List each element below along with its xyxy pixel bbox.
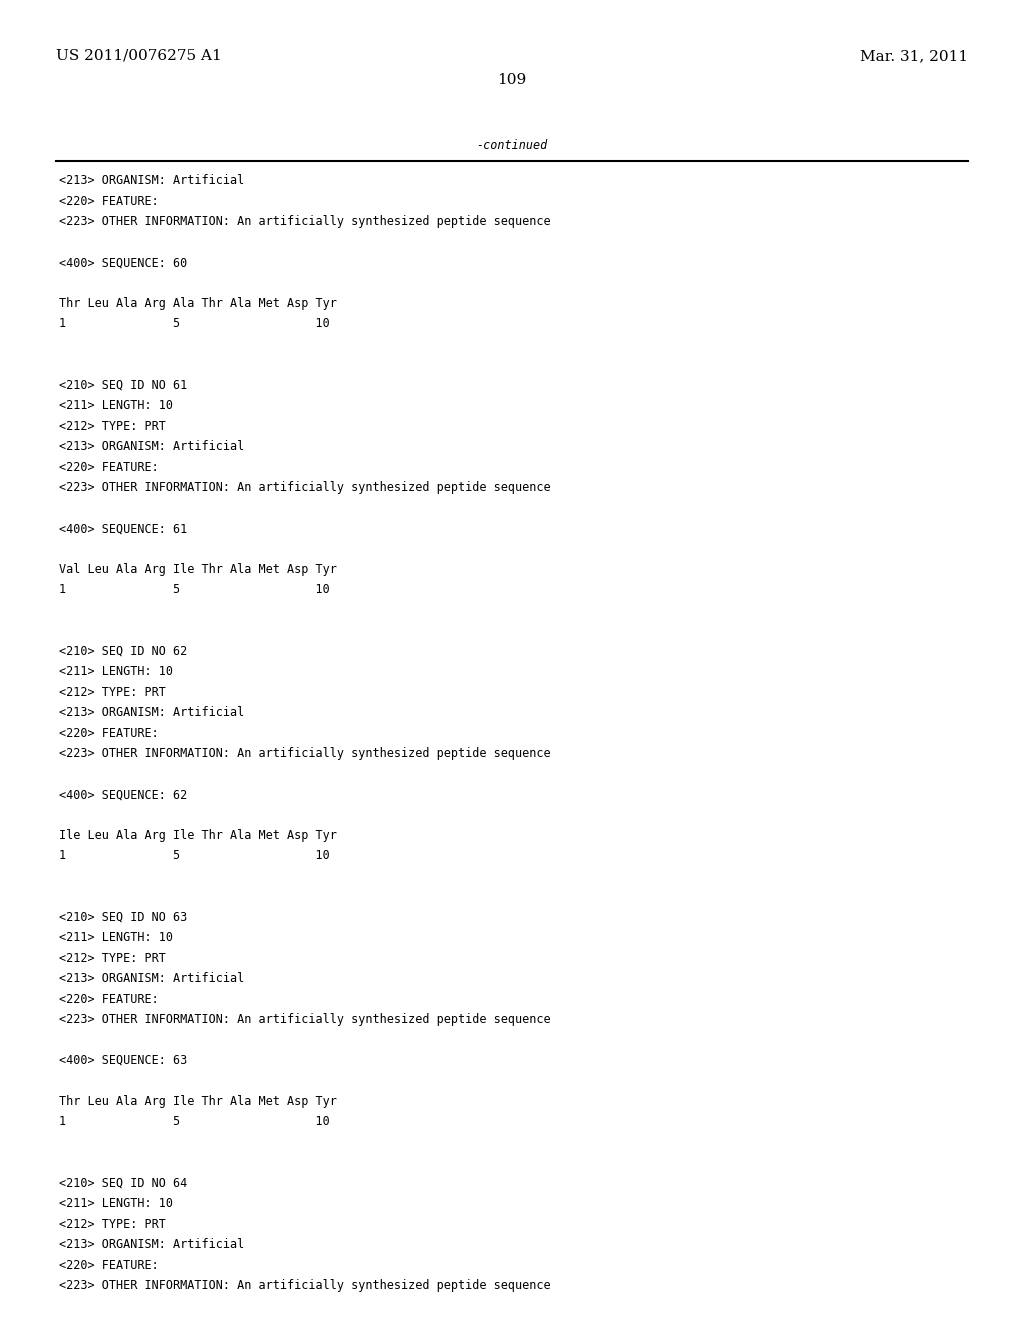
Text: <212> TYPE: PRT: <212> TYPE: PRT [59,686,166,698]
Text: <210> SEQ ID NO 63: <210> SEQ ID NO 63 [59,911,187,924]
Text: <213> ORGANISM: Artificial: <213> ORGANISM: Artificial [59,706,245,719]
Text: <220> FEATURE:: <220> FEATURE: [59,1259,159,1271]
Text: <210> SEQ ID NO 64: <210> SEQ ID NO 64 [59,1177,187,1189]
Text: <223> OTHER INFORMATION: An artificially synthesized peptide sequence: <223> OTHER INFORMATION: An artificially… [59,747,551,760]
Text: <400> SEQUENCE: 63: <400> SEQUENCE: 63 [59,1053,187,1067]
Text: <400> SEQUENCE: 62: <400> SEQUENCE: 62 [59,788,187,801]
Text: <220> FEATURE:: <220> FEATURE: [59,195,159,207]
Text: Mar. 31, 2011: Mar. 31, 2011 [859,49,968,63]
Text: Thr Leu Ala Arg Ile Thr Ala Met Asp Tyr: Thr Leu Ala Arg Ile Thr Ala Met Asp Tyr [59,1096,337,1107]
Text: <213> ORGANISM: Artificial: <213> ORGANISM: Artificial [59,972,245,985]
Text: 109: 109 [498,73,526,87]
Text: <223> OTHER INFORMATION: An artificially synthesized peptide sequence: <223> OTHER INFORMATION: An artificially… [59,1014,551,1026]
Text: <212> TYPE: PRT: <212> TYPE: PRT [59,420,166,433]
Text: <213> ORGANISM: Artificial: <213> ORGANISM: Artificial [59,441,245,453]
Text: <211> LENGTH: 10: <211> LENGTH: 10 [59,932,173,944]
Text: Thr Leu Ala Arg Ala Thr Ala Met Asp Tyr: Thr Leu Ala Arg Ala Thr Ala Met Asp Tyr [59,297,337,310]
Text: <223> OTHER INFORMATION: An artificially synthesized peptide sequence: <223> OTHER INFORMATION: An artificially… [59,215,551,228]
Text: <211> LENGTH: 10: <211> LENGTH: 10 [59,1197,173,1210]
Text: Ile Leu Ala Arg Ile Thr Ala Met Asp Tyr: Ile Leu Ala Arg Ile Thr Ala Met Asp Tyr [59,829,337,842]
Text: <220> FEATURE:: <220> FEATURE: [59,993,159,1006]
Text: <400> SEQUENCE: 61: <400> SEQUENCE: 61 [59,521,187,535]
Text: <223> OTHER INFORMATION: An artificially synthesized peptide sequence: <223> OTHER INFORMATION: An artificially… [59,482,551,494]
Text: 1               5                   10: 1 5 10 [59,850,330,862]
Text: <210> SEQ ID NO 61: <210> SEQ ID NO 61 [59,379,187,392]
Text: <220> FEATURE:: <220> FEATURE: [59,726,159,739]
Text: <223> OTHER INFORMATION: An artificially synthesized peptide sequence: <223> OTHER INFORMATION: An artificially… [59,1279,551,1292]
Text: <211> LENGTH: 10: <211> LENGTH: 10 [59,665,173,678]
Text: 1               5                   10: 1 5 10 [59,318,330,330]
Text: <220> FEATURE:: <220> FEATURE: [59,461,159,474]
Text: -continued: -continued [476,139,548,152]
Text: <211> LENGTH: 10: <211> LENGTH: 10 [59,399,173,412]
Text: 1               5                   10: 1 5 10 [59,1115,330,1129]
Text: US 2011/0076275 A1: US 2011/0076275 A1 [56,49,222,63]
Text: <212> TYPE: PRT: <212> TYPE: PRT [59,1217,166,1230]
Text: Val Leu Ala Arg Ile Thr Ala Met Asp Tyr: Val Leu Ala Arg Ile Thr Ala Met Asp Tyr [59,562,337,576]
Text: <212> TYPE: PRT: <212> TYPE: PRT [59,952,166,965]
Text: <210> SEQ ID NO 62: <210> SEQ ID NO 62 [59,644,187,657]
Text: <400> SEQUENCE: 60: <400> SEQUENCE: 60 [59,256,187,269]
Text: <213> ORGANISM: Artificial: <213> ORGANISM: Artificial [59,174,245,187]
Text: <213> ORGANISM: Artificial: <213> ORGANISM: Artificial [59,1238,245,1251]
Text: 1               5                   10: 1 5 10 [59,583,330,597]
